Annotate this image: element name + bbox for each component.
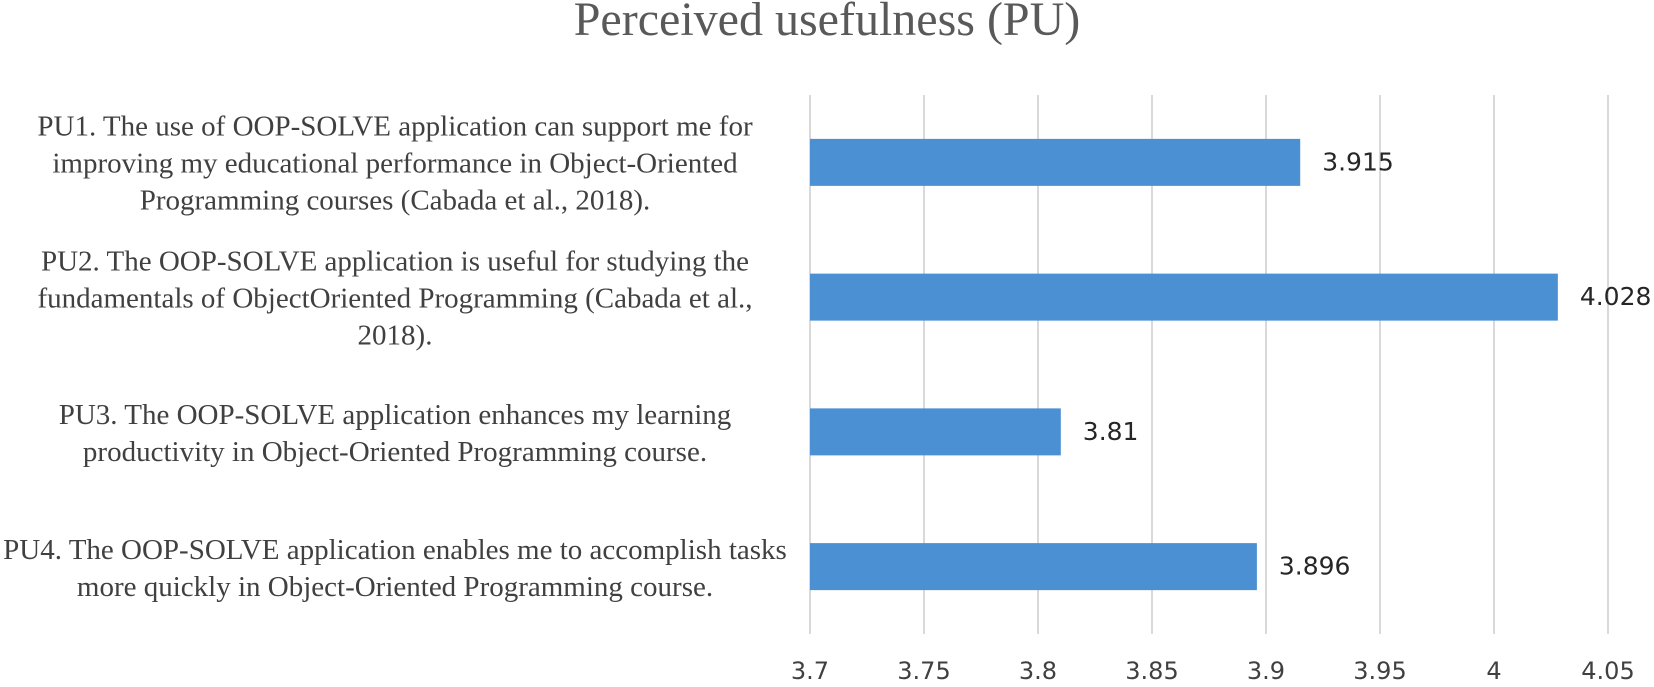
x-tick-label: 4: [1486, 657, 1501, 685]
chart-title: Perceived usefulness (PU): [574, 0, 1081, 46]
y-tick-label: PU2. The OOP-SOLVE application is useful…: [37, 245, 753, 352]
x-tick-label: 3.9: [1247, 657, 1285, 685]
x-tick-label: 4.05: [1581, 657, 1634, 685]
x-tick-label: 3.75: [897, 657, 950, 685]
y-tick-label: PU1. The use of OOP-SOLVE application ca…: [37, 110, 753, 217]
value-label: 4.028: [1580, 282, 1652, 311]
x-tick-label: 3.95: [1353, 657, 1406, 685]
bar: [810, 543, 1257, 591]
x-tick-label: 3.8: [1019, 657, 1057, 685]
bar: [810, 408, 1061, 456]
y-tick-label: PU4. The OOP-SOLVE application enables m…: [3, 533, 787, 603]
bar: [810, 138, 1301, 186]
x-tick-label: 3.7: [791, 657, 829, 685]
x-tick-label: 3.85: [1125, 657, 1178, 685]
value-label: 3.81: [1083, 417, 1139, 446]
value-label: 3.896: [1279, 552, 1351, 581]
y-tick-label: PU3. The OOP-SOLVE application enhances …: [58, 398, 732, 468]
bar: [810, 273, 1558, 321]
value-label: 3.915: [1322, 147, 1394, 176]
